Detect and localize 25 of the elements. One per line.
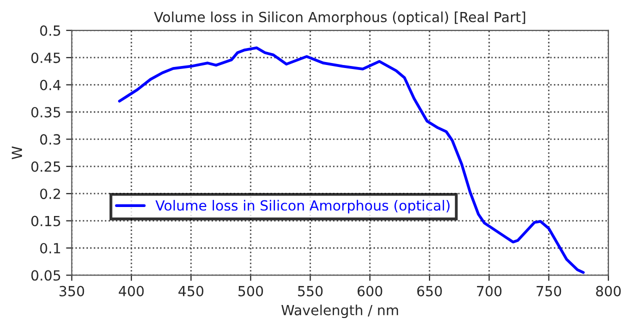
- y-tick-label: 0.1: [40, 242, 60, 254]
- y-tick-label: 0.5: [40, 25, 60, 36]
- x-tick-label: 800: [596, 286, 621, 296]
- x-tick-label: 600: [358, 286, 382, 296]
- x-tick-label: 700: [477, 286, 502, 296]
- line-series: [118, 46, 585, 274]
- x-tick-label: 750: [536, 286, 562, 296]
- x-tick-label: 550: [298, 286, 323, 296]
- y-tick-label: 0.15: [31, 216, 60, 226]
- y-tick-label: 0.45: [31, 52, 60, 64]
- y-axis-title: W: [12, 146, 22, 160]
- y-tick-label: 0.3: [40, 134, 60, 145]
- x-tick-label: 400: [118, 286, 144, 296]
- y-tick-label: 0.25: [31, 161, 60, 172]
- y-tick-label: 0.2: [40, 188, 60, 200]
- x-axis-title: Wavelength / nm: [281, 304, 398, 318]
- x-tick-label: 350: [60, 286, 84, 296]
- y-tick-label: 0.05: [31, 270, 60, 281]
- legend-label: Volume loss in Silicon Amorphous (optical): [155, 200, 450, 214]
- chart-title: Volume loss in Silicon Amorphous (optical) [Real Part]: [154, 12, 526, 25]
- y-tick-label: 0.35: [31, 106, 60, 118]
- x-tick-label: 500: [238, 286, 263, 296]
- x-tick-label: 450: [178, 286, 204, 296]
- x-tick-label: 650: [417, 286, 442, 296]
- y-tick-label: 0.4: [40, 80, 61, 90]
